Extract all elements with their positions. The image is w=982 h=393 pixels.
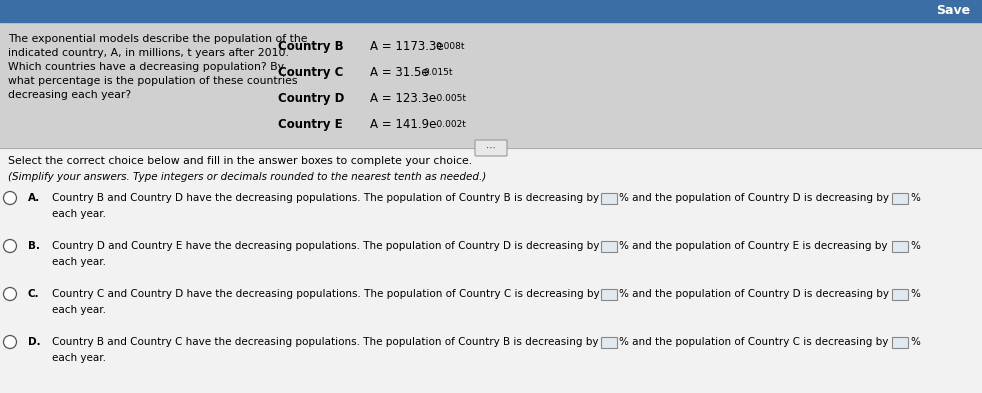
Text: Country B and Country D have the decreasing populations. The population of Count: Country B and Country D have the decreas… [52, 193, 599, 203]
Text: Country C and Country D have the decreasing populations. The population of Count: Country C and Country D have the decreas… [52, 289, 600, 299]
Text: A = 1173.3e: A = 1173.3e [370, 40, 444, 53]
Circle shape [4, 288, 17, 301]
Text: A = 123.3e: A = 123.3e [370, 92, 436, 105]
Text: % and the population of Country D is decreasing by: % and the population of Country D is dec… [619, 193, 889, 203]
Text: Save: Save [936, 4, 970, 18]
Bar [601, 241, 617, 252]
Text: each year.: each year. [52, 257, 106, 267]
Text: 0.008t: 0.008t [435, 42, 464, 51]
Text: Country E: Country E [278, 118, 343, 131]
Text: (Simplify your answers. Type integers or decimals rounded to the nearest tenth a: (Simplify your answers. Type integers or… [8, 172, 486, 182]
Text: Country C: Country C [278, 66, 344, 79]
Text: %: % [910, 193, 920, 203]
Bar [0, 0, 982, 22]
Text: ⋯: ⋯ [486, 143, 496, 153]
Text: 0.015t: 0.015t [423, 68, 453, 77]
Bar [601, 193, 617, 204]
Text: each year.: each year. [52, 353, 106, 363]
Text: %: % [910, 241, 920, 251]
Text: Country B and Country C have the decreasing populations. The population of Count: Country B and Country C have the decreas… [52, 337, 598, 347]
Bar [892, 336, 908, 347]
Text: Country D and Country E have the decreasing populations. The population of Count: Country D and Country E have the decreas… [52, 241, 599, 251]
Bar [892, 288, 908, 299]
Text: each year.: each year. [52, 305, 106, 315]
Text: A = 31.5e: A = 31.5e [370, 66, 428, 79]
Text: A.: A. [28, 193, 40, 203]
Bar [892, 241, 908, 252]
Bar [601, 288, 617, 299]
Text: The exponential models describe the population of the
indicated country, A, in m: The exponential models describe the popu… [8, 34, 307, 100]
Text: D.: D. [28, 337, 40, 347]
Text: % and the population of Country D is decreasing by: % and the population of Country D is dec… [619, 289, 889, 299]
Bar [601, 336, 617, 347]
Text: each year.: each year. [52, 209, 106, 219]
Bar [0, 148, 982, 393]
Circle shape [4, 191, 17, 204]
Bar [892, 193, 908, 204]
Text: Country D: Country D [278, 92, 345, 105]
Text: Country B: Country B [278, 40, 344, 53]
FancyBboxPatch shape [475, 140, 507, 156]
Text: −0.002t: −0.002t [429, 120, 465, 129]
Text: % and the population of Country C is decreasing by: % and the population of Country C is dec… [619, 337, 889, 347]
Bar [0, 22, 982, 148]
Text: C.: C. [28, 289, 39, 299]
Text: B.: B. [28, 241, 40, 251]
Text: %: % [910, 337, 920, 347]
Circle shape [4, 239, 17, 252]
Text: A = 141.9e: A = 141.9e [370, 118, 436, 131]
Text: −0.005t: −0.005t [429, 94, 466, 103]
Text: % and the population of Country E is decreasing by: % and the population of Country E is dec… [619, 241, 888, 251]
Circle shape [4, 336, 17, 349]
Text: %: % [910, 289, 920, 299]
Text: Select the correct choice below and fill in the answer boxes to complete your ch: Select the correct choice below and fill… [8, 156, 472, 166]
